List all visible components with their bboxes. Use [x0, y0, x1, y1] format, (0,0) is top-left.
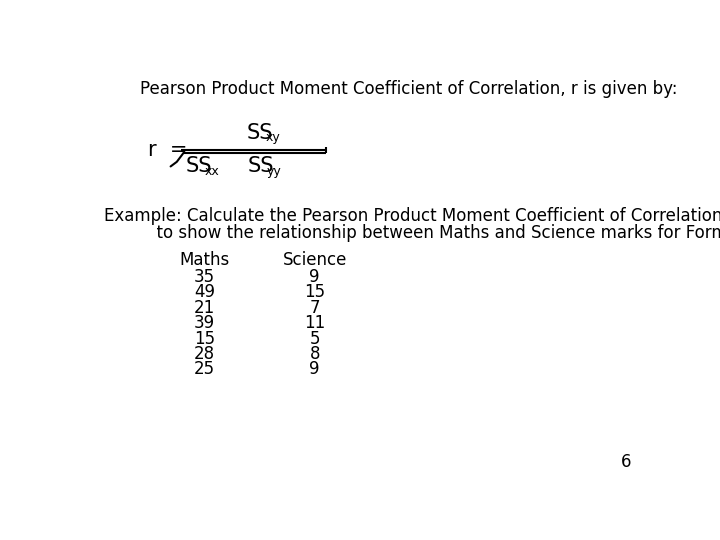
Text: 15: 15: [194, 330, 215, 348]
Text: Example: Calculate the Pearson Product Moment Coefficient of Correlation, r: Example: Calculate the Pearson Product M…: [104, 207, 720, 225]
Text: r  =: r =: [148, 139, 188, 159]
Text: 9: 9: [310, 361, 320, 379]
Text: SS: SS: [248, 157, 274, 177]
Text: Pearson Product Moment Coefficient of Correlation, r is given by:: Pearson Product Moment Coefficient of Co…: [140, 80, 678, 98]
Text: 6: 6: [621, 454, 631, 471]
Text: 15: 15: [304, 284, 325, 301]
Text: xx: xx: [204, 165, 220, 178]
Text: 5: 5: [310, 330, 320, 348]
Text: 21: 21: [194, 299, 215, 317]
Text: SS: SS: [246, 123, 273, 143]
Text: yy: yy: [266, 165, 282, 178]
Text: 7: 7: [310, 299, 320, 317]
Text: 25: 25: [194, 361, 215, 379]
Text: 39: 39: [194, 314, 215, 332]
Text: Maths: Maths: [179, 251, 230, 269]
Text: 8: 8: [310, 345, 320, 363]
Text: Science: Science: [282, 251, 347, 269]
Text: 49: 49: [194, 284, 215, 301]
Text: 28: 28: [194, 345, 215, 363]
Text: SS: SS: [185, 157, 212, 177]
Text: xy: xy: [266, 131, 280, 144]
Text: 11: 11: [304, 314, 325, 332]
Text: 9: 9: [310, 268, 320, 286]
Text: to show the relationship between Maths and Science marks for Form 5A:: to show the relationship between Maths a…: [104, 224, 720, 242]
Text: 35: 35: [194, 268, 215, 286]
